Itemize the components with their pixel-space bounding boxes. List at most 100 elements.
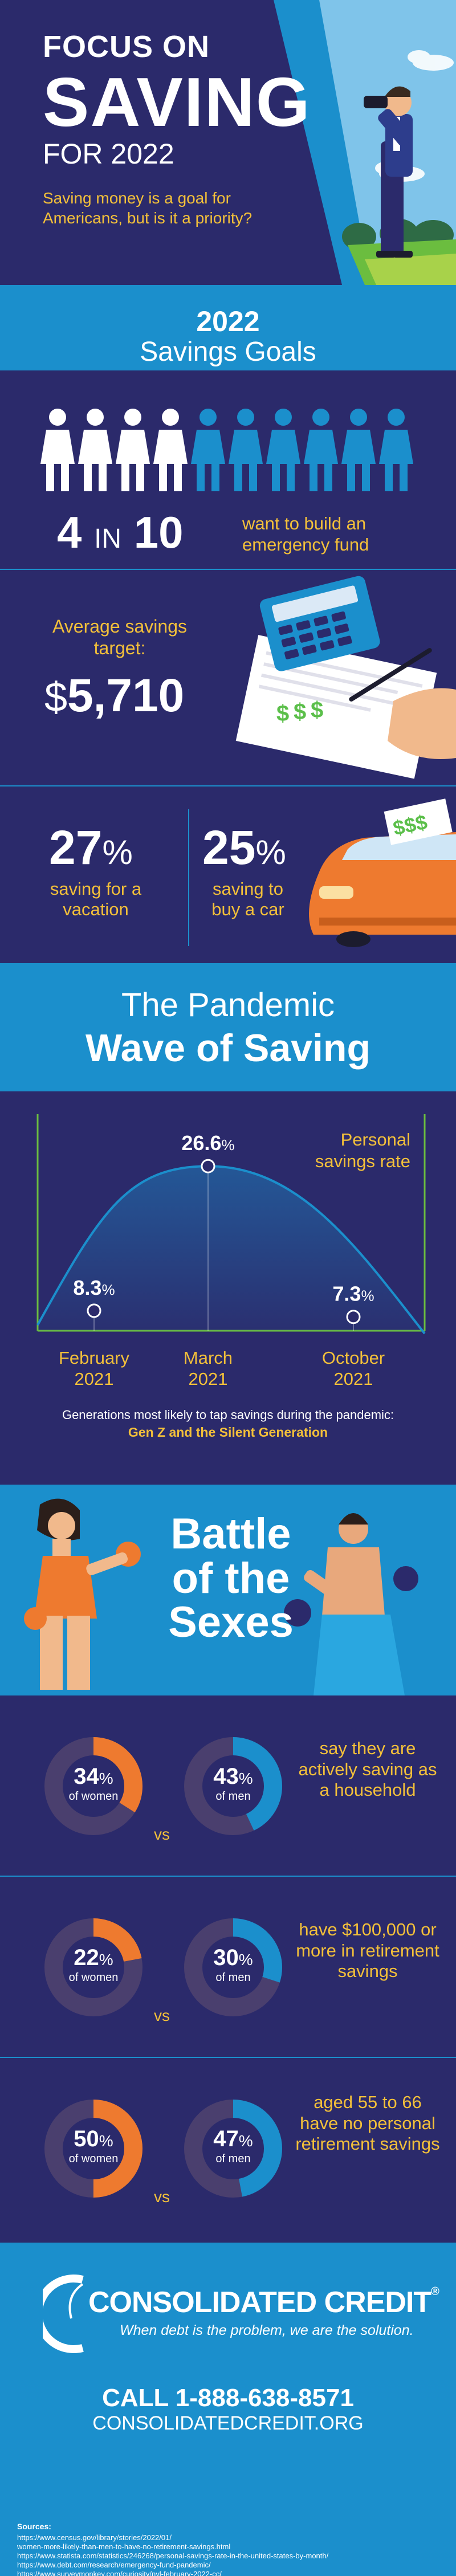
divider: [0, 2057, 456, 2058]
pandemic-banner: The Pandemic Wave of Saving: [0, 963, 456, 1091]
men-donut: 30% of men: [182, 1917, 284, 2018]
women-donut: 34% of women: [43, 1735, 144, 1837]
donut-value: 50%: [74, 2126, 113, 2151]
vs-label: vs: [154, 2188, 170, 2206]
businessman-icon: [364, 86, 413, 258]
person-icon: [116, 409, 150, 491]
gender-stat-row: 22% of women 30% of men vs have $100,000 or m…: [0, 1877, 456, 2058]
binoculars-icon: [364, 96, 388, 108]
stat-description: have $100,000 or more in retirement savi…: [296, 1919, 439, 1982]
donut-label: of women: [68, 2153, 119, 2165]
source-link[interactable]: https://www.statista.com/statistics/2462…: [17, 2551, 329, 2560]
source-link[interactable]: women-more-likely-than-men-to-have-no-re…: [17, 2542, 231, 2551]
person-icon: [266, 409, 300, 491]
vs-label: vs: [154, 1825, 170, 1843]
person-icon: [379, 409, 413, 491]
data-point: [201, 1159, 215, 1173]
footer: CONSOLIDATED CREDIT® When debt is the pr…: [0, 2243, 456, 2576]
average-target-value: $5,710: [44, 672, 184, 719]
data-point: [346, 1310, 361, 1324]
hero-title-line1: FOCUS ON: [43, 30, 210, 64]
vs-label: vs: [154, 2007, 170, 2024]
pandemic-title-line2: Wave of Saving: [85, 1026, 371, 1070]
pandemic-title-line1: The Pandemic: [121, 987, 335, 1024]
donut-value: 47%: [213, 2126, 253, 2151]
source-link[interactable]: https://www.surveymonkey.com/curiosity/n…: [17, 2570, 222, 2576]
person-icon: [304, 409, 338, 491]
registered-mark: ®: [431, 2285, 439, 2298]
data-label: 8.3%: [73, 1276, 115, 1299]
emergency-fund-text: want to build an emergency fund: [242, 513, 369, 555]
generations-note: Generations most likely to tap savings d…: [62, 1408, 394, 1422]
battle-title-line1: Battle: [170, 1510, 291, 1558]
x-tick-label: October: [322, 1348, 385, 1368]
hero-title-line3: FOR 2022: [43, 138, 174, 170]
pct-symbol: %: [361, 1287, 374, 1305]
divider: [0, 785, 456, 786]
car-percent: 25%: [202, 824, 286, 871]
donut-fill: [44, 2100, 142, 2198]
document-icon: [235, 635, 437, 779]
vacation-value: 27: [49, 821, 103, 874]
series-label: Personal: [341, 1130, 410, 1150]
donut-value: 22%: [74, 1945, 113, 1970]
source-link[interactable]: https://www.census.gov/library/stories/2…: [17, 2533, 172, 2542]
person-icon: [341, 409, 376, 491]
people-icons: [40, 409, 413, 491]
vertical-divider: [188, 809, 189, 946]
stat-description: say they are actively saving as a househ…: [298, 1738, 437, 1800]
person-icon: [78, 409, 112, 491]
average-target-label: Average savings target:: [52, 616, 187, 659]
currency-symbol: $: [44, 675, 68, 720]
divider: [0, 569, 456, 570]
pct-symbol: %: [101, 1281, 115, 1298]
source-link[interactable]: https://www.debt.com/research/emergency-…: [17, 2561, 211, 2569]
savings-wave-area: [38, 1166, 425, 1334]
svg-text:$: $: [294, 699, 306, 724]
x-tick-label: March: [184, 1348, 233, 1368]
savings-target-section: $ $ $ Average savings target: $5,710: [0, 570, 456, 786]
person-icon: [40, 409, 75, 491]
hero-subtitle: Saving money is a goal for Americans, bu…: [43, 189, 253, 227]
goals-title: Savings Goals: [140, 337, 316, 367]
data-label: 26.6%: [181, 1131, 234, 1155]
men-donut: 47% of men: [182, 2098, 284, 2199]
battle-title-line3: Sexes: [168, 1598, 294, 1647]
donut-value: 34%: [74, 1764, 113, 1789]
women-donut: 50% of women: [43, 2098, 144, 2199]
target-amount: 5,710: [67, 670, 185, 722]
car-value: 25: [202, 821, 256, 874]
brand-tagline: When debt is the problem, we are the sol…: [120, 2322, 414, 2338]
stat-number-right: 10: [133, 507, 184, 557]
data-point: [87, 1303, 101, 1318]
donut-ring: [44, 2100, 142, 2198]
boxers-illustration: [24, 1498, 418, 1695]
vacation-percent: 27%: [49, 824, 133, 871]
donut-fill: [184, 1737, 282, 1835]
website-link[interactable]: CONSOLIDATEDCREDIT.ORG: [92, 2412, 364, 2434]
donut-value: 30%: [213, 1945, 253, 1970]
divider: [0, 1876, 456, 1877]
calculator-icon: [259, 576, 380, 671]
donut-fill: [184, 2100, 282, 2198]
emergency-fund-section: 4 IN 10 want to build an emergency fund: [0, 370, 456, 570]
stat-description: aged 55 to 66 have no personal retiremen…: [295, 2092, 440, 2154]
person-icon: [229, 409, 263, 491]
brand-name: CONSOLIDATED CREDIT®: [88, 2285, 439, 2320]
savings-goals-banner: 2022 Savings Goals: [0, 285, 456, 370]
donut-label: of women: [68, 1790, 119, 1803]
goals-year: 2022: [196, 305, 260, 337]
calculator-illustration: $ $ $: [235, 576, 456, 779]
donut-ring: [184, 1737, 282, 1835]
person-icon: [153, 409, 188, 491]
phone-number[interactable]: CALL 1-888-638-8571: [102, 2384, 354, 2412]
donut-label: of men: [215, 1971, 251, 1984]
donut-ring: [184, 1918, 282, 2016]
vacation-car-section: $$$ 27% saving for a vacation 25% saving…: [0, 786, 456, 963]
male-boxer-icon: [284, 1513, 418, 1695]
women-donut: 22% of women: [43, 1917, 144, 2018]
pct-symbol: %: [102, 833, 133, 871]
series-label: savings rate: [315, 1151, 410, 1171]
hero-section: FOCUS ON SAVING FOR 2022 Saving money is…: [0, 0, 456, 285]
chart-area: 8.3%February202126.6%March20217.3%Octobe…: [36, 1114, 426, 1389]
